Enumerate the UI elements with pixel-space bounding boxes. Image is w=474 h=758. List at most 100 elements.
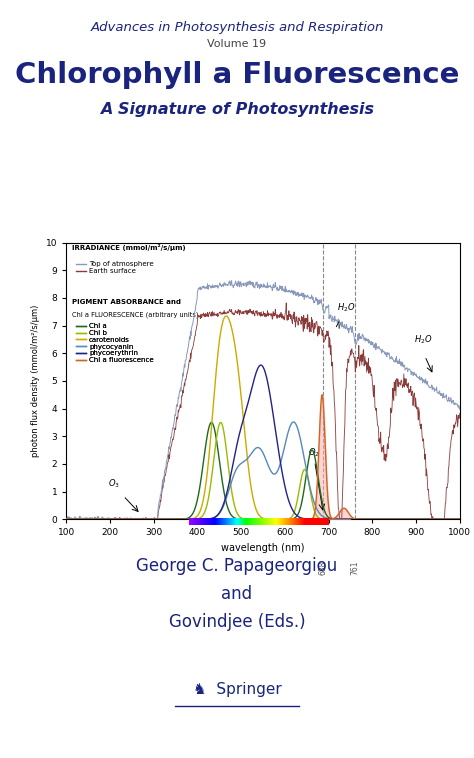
Bar bbox=[304, 518, 305, 525]
Bar bbox=[191, 518, 192, 525]
Bar bbox=[323, 518, 324, 525]
Bar bbox=[318, 518, 319, 525]
Bar bbox=[221, 518, 222, 525]
Bar bbox=[303, 518, 304, 525]
Bar bbox=[316, 518, 317, 525]
Bar bbox=[284, 518, 285, 525]
Bar bbox=[272, 518, 273, 525]
Bar bbox=[286, 518, 287, 525]
Bar bbox=[287, 518, 288, 525]
Text: and: and bbox=[221, 585, 253, 603]
Bar bbox=[230, 518, 231, 525]
Bar bbox=[252, 518, 253, 525]
Bar bbox=[264, 518, 265, 525]
Bar bbox=[283, 518, 284, 525]
Bar bbox=[214, 518, 215, 525]
Text: A Signature of Photosynthesis: A Signature of Photosynthesis bbox=[100, 102, 374, 117]
Text: Chl a FLUORESCENCE (arbitrary units): Chl a FLUORESCENCE (arbitrary units) bbox=[72, 312, 199, 318]
Bar bbox=[291, 518, 292, 525]
Bar bbox=[297, 518, 298, 525]
Bar bbox=[282, 518, 283, 525]
Bar bbox=[235, 518, 236, 525]
Bar bbox=[198, 518, 199, 525]
Bar bbox=[193, 518, 194, 525]
Bar bbox=[261, 518, 262, 525]
Bar bbox=[196, 518, 197, 525]
Bar bbox=[296, 518, 297, 525]
Bar bbox=[227, 518, 228, 525]
Bar bbox=[238, 518, 239, 525]
Bar bbox=[268, 518, 269, 525]
Bar bbox=[216, 518, 217, 525]
Bar bbox=[190, 518, 191, 525]
Bar bbox=[218, 518, 219, 525]
Bar bbox=[255, 518, 256, 525]
Bar bbox=[323, 518, 324, 525]
Bar bbox=[289, 518, 290, 525]
Bar bbox=[247, 518, 248, 525]
Bar bbox=[290, 518, 291, 525]
Bar bbox=[208, 518, 209, 525]
Bar bbox=[244, 518, 245, 525]
Text: ♞  Springer: ♞ Springer bbox=[192, 682, 282, 697]
Bar bbox=[296, 518, 297, 525]
Bar bbox=[300, 518, 301, 525]
Bar bbox=[325, 518, 326, 525]
Bar bbox=[321, 518, 322, 525]
Text: $H_2O$: $H_2O$ bbox=[337, 302, 356, 314]
Bar bbox=[266, 518, 267, 525]
Bar bbox=[222, 518, 223, 525]
Bar bbox=[269, 518, 270, 525]
Bar bbox=[242, 518, 243, 525]
Text: IRRADIANCE (mmol/m²/s/μm): IRRADIANCE (mmol/m²/s/μm) bbox=[72, 244, 186, 251]
Bar bbox=[288, 518, 289, 525]
Bar bbox=[246, 518, 247, 525]
Bar bbox=[299, 518, 300, 525]
Text: $O_2$: $O_2$ bbox=[308, 446, 319, 459]
Bar bbox=[241, 518, 242, 525]
Bar bbox=[250, 518, 251, 525]
Text: 761: 761 bbox=[351, 561, 360, 575]
Bar bbox=[202, 518, 203, 525]
Bar bbox=[238, 518, 239, 525]
Bar bbox=[319, 518, 320, 525]
Bar bbox=[310, 518, 311, 525]
Bar bbox=[268, 518, 269, 525]
Bar bbox=[248, 518, 249, 525]
Bar bbox=[211, 518, 212, 525]
Bar bbox=[262, 518, 263, 525]
Bar bbox=[305, 518, 306, 525]
Bar bbox=[299, 518, 300, 525]
Bar bbox=[209, 518, 210, 525]
Bar bbox=[308, 518, 309, 525]
Bar bbox=[256, 518, 257, 525]
Bar bbox=[242, 518, 243, 525]
Bar bbox=[255, 518, 256, 525]
Bar bbox=[287, 518, 288, 525]
Bar bbox=[249, 518, 250, 525]
Bar bbox=[288, 518, 289, 525]
Bar bbox=[217, 518, 218, 525]
Bar bbox=[233, 518, 234, 525]
Bar bbox=[250, 518, 251, 525]
Bar bbox=[260, 518, 261, 525]
Text: Advances in Photosynthesis and Respiration: Advances in Photosynthesis and Respirati… bbox=[91, 21, 383, 34]
Bar bbox=[223, 518, 224, 525]
Bar bbox=[251, 518, 252, 525]
Bar bbox=[222, 518, 223, 525]
Bar bbox=[285, 518, 286, 525]
Bar bbox=[259, 518, 260, 525]
Bar bbox=[300, 518, 301, 525]
Bar bbox=[228, 518, 229, 525]
Bar bbox=[272, 518, 273, 525]
Bar bbox=[291, 518, 292, 525]
Bar bbox=[273, 518, 274, 525]
Bar bbox=[328, 518, 329, 525]
Bar bbox=[197, 518, 198, 525]
Bar bbox=[314, 518, 315, 525]
Bar bbox=[202, 518, 203, 525]
Bar bbox=[194, 518, 195, 525]
Bar bbox=[214, 518, 215, 525]
Text: $H_2O$: $H_2O$ bbox=[414, 334, 432, 346]
Bar bbox=[236, 518, 237, 525]
